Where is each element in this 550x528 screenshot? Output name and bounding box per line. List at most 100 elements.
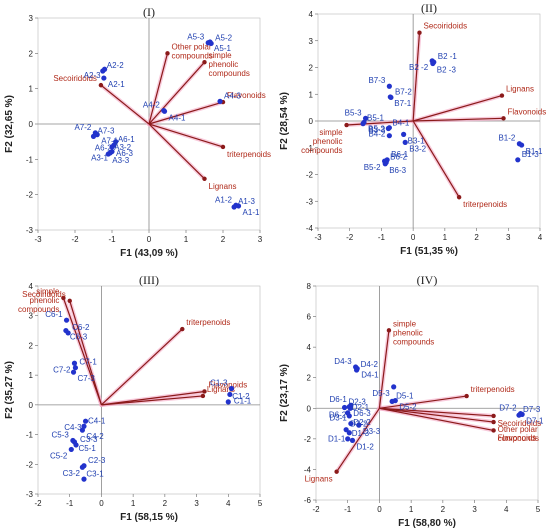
biplot-chart-4: -2 -1 0 1 2 3 4 5 -6 -4 -2 0 2 4 6 8 F1 (58,80 %) F2 (23,… bbox=[279, 273, 544, 528]
x-tick-label: 2 bbox=[221, 235, 226, 244]
sample-point-label: C6-2 bbox=[72, 323, 90, 332]
x-tick-label: 3 bbox=[472, 505, 477, 514]
y-tick-label: 3 bbox=[309, 37, 314, 46]
x-tick-label: 5 bbox=[258, 499, 263, 508]
loading-vector bbox=[379, 407, 494, 432]
y-tick-label: 0 bbox=[309, 117, 314, 126]
sample-point bbox=[227, 391, 233, 398]
biplot-panel-3: -2 -1 0 1 2 3 4 5 -3 -2 -1 0 1 2 3 4 F1 (58,15 %) F2 (35,… bbox=[0, 264, 275, 528]
sample-point-label: D7-1 bbox=[526, 416, 544, 425]
sample-point-label: B2 -2 bbox=[409, 63, 429, 72]
sample-point-label: D6-3 bbox=[353, 409, 371, 418]
loading-vector-tip bbox=[417, 30, 422, 35]
sample-point bbox=[79, 464, 85, 470]
panel-title: (IV) bbox=[417, 273, 438, 287]
loading-vector-tip bbox=[334, 469, 339, 474]
x-tick-label: -1 bbox=[378, 233, 386, 242]
sample-point-label: A5-3 bbox=[187, 33, 204, 42]
loading-vector-tip bbox=[202, 176, 207, 181]
sample-point-label: C7-2 bbox=[53, 365, 71, 374]
sample-point bbox=[385, 125, 392, 132]
sample-point bbox=[208, 40, 214, 47]
loading-vector-tip bbox=[200, 393, 206, 399]
loading-vector bbox=[100, 84, 150, 125]
y-tick-label: 0 bbox=[29, 401, 34, 410]
sample-point-label: B4-1 bbox=[392, 118, 409, 127]
loading-vector-label: triterpenoids bbox=[186, 318, 230, 327]
loading-vector-tip bbox=[61, 295, 66, 301]
loading-vector-label: Secoiridoids bbox=[53, 74, 97, 83]
sample-point-label: B3-1 bbox=[408, 136, 425, 145]
loading-vector-label: triterpenoids bbox=[463, 200, 507, 209]
sample-point-label: B4-2 bbox=[368, 130, 385, 139]
y-tick-label: 0 bbox=[29, 120, 34, 129]
sample-point bbox=[161, 108, 168, 114]
sample-point-label: A4-1 bbox=[169, 113, 186, 122]
loading-vector bbox=[148, 101, 224, 125]
y-tick-label: 2 bbox=[29, 49, 34, 58]
loading-vector-tip bbox=[165, 51, 170, 56]
loading-vector-label: triterpenoids bbox=[471, 385, 515, 394]
x-axis-label: F1 (51,35 %) bbox=[400, 246, 458, 257]
sample-point bbox=[391, 384, 397, 390]
x-tick-label: 4 bbox=[504, 505, 509, 514]
sample-point-label: A2-3 bbox=[84, 71, 101, 80]
x-tick-label: 1 bbox=[409, 505, 414, 514]
sample-point-label: A7-2 bbox=[74, 123, 91, 132]
loading-vector-label: triterpenoids bbox=[227, 150, 271, 159]
x-tick-label: 0 bbox=[377, 505, 382, 514]
sample-point-label: A1-1 bbox=[243, 208, 260, 217]
loading-vector bbox=[412, 120, 460, 198]
sample-point bbox=[515, 157, 521, 163]
sample-point-label: D2-1 bbox=[352, 403, 370, 412]
loading-vector-label: Other polar compounds bbox=[498, 425, 539, 443]
y-tick-label: -2 bbox=[306, 171, 314, 180]
y-tick-label: 1 bbox=[309, 90, 314, 99]
sample-point bbox=[516, 412, 522, 418]
sample-point bbox=[349, 437, 356, 443]
x-axis-label: F1 (58,15 %) bbox=[120, 512, 178, 523]
sample-point-label: B3-3 bbox=[368, 126, 385, 135]
loading-vector-tip bbox=[98, 82, 104, 88]
y-tick-label: -2 bbox=[26, 191, 34, 200]
sample-point-label: D4-2 bbox=[361, 360, 379, 369]
x-tick-label: -2 bbox=[312, 505, 320, 514]
x-tick-label: 2 bbox=[441, 505, 446, 514]
sample-point-label: D1-2 bbox=[356, 442, 374, 451]
sample-point-label: B1-2 bbox=[498, 134, 515, 143]
sample-point bbox=[100, 68, 106, 74]
sample-point-label: A6-3 bbox=[116, 149, 133, 158]
biplot-chart-1: -3 -2 -1 0 1 2 3 -3 -2 -1 0 1 2 3 F1 (43,09 %) F2 (32,6… bbox=[4, 5, 271, 259]
loading-vector-label: simple phenolic compounds bbox=[393, 319, 434, 346]
sample-point-label: C1-2 bbox=[232, 392, 250, 401]
y-tick-label: -3 bbox=[26, 226, 34, 235]
loading-vector-tip bbox=[220, 144, 226, 150]
loading-vector bbox=[336, 407, 380, 473]
x-tick-label: 1 bbox=[184, 235, 189, 244]
sample-point bbox=[217, 98, 223, 104]
x-axis-label: F1 (58,80 %) bbox=[398, 518, 456, 528]
loading-vector-label: Lignans bbox=[207, 385, 235, 394]
sample-point-label: D2-2 bbox=[353, 418, 371, 427]
loading-vector-label: Flavonoids bbox=[498, 433, 537, 442]
sample-point-label: C3-1 bbox=[86, 469, 104, 478]
loading-vector-label: Lignans bbox=[305, 475, 333, 484]
sample-point bbox=[388, 94, 394, 101]
loading-vector bbox=[101, 395, 203, 406]
sample-point-label: A5-1 bbox=[214, 44, 231, 53]
loading-vector-label: Flavonoids bbox=[508, 107, 547, 116]
sample-point bbox=[235, 203, 242, 209]
sample-point-label: D1-1 bbox=[328, 435, 346, 444]
loading-vector bbox=[101, 328, 183, 406]
sample-point-label: C5-1 bbox=[78, 444, 96, 453]
y-tick-label: -2 bbox=[26, 460, 34, 469]
loading-vector bbox=[148, 123, 224, 148]
sample-point-label: A7-3 bbox=[98, 126, 115, 135]
loading-vector-label: Other polar compounds bbox=[172, 42, 213, 60]
panel-title: (III) bbox=[139, 273, 159, 287]
x-axis-label: F1 (43,09 %) bbox=[120, 248, 178, 259]
sample-point-label: B5-2 bbox=[364, 163, 381, 172]
sample-point-label: D6-1 bbox=[330, 395, 348, 404]
sample-point bbox=[72, 365, 79, 371]
biplot-panel-4: -2 -1 0 1 2 3 4 5 -6 -4 -2 0 2 4 6 8 F1 (58,80 %) F2 (23,… bbox=[275, 264, 550, 528]
